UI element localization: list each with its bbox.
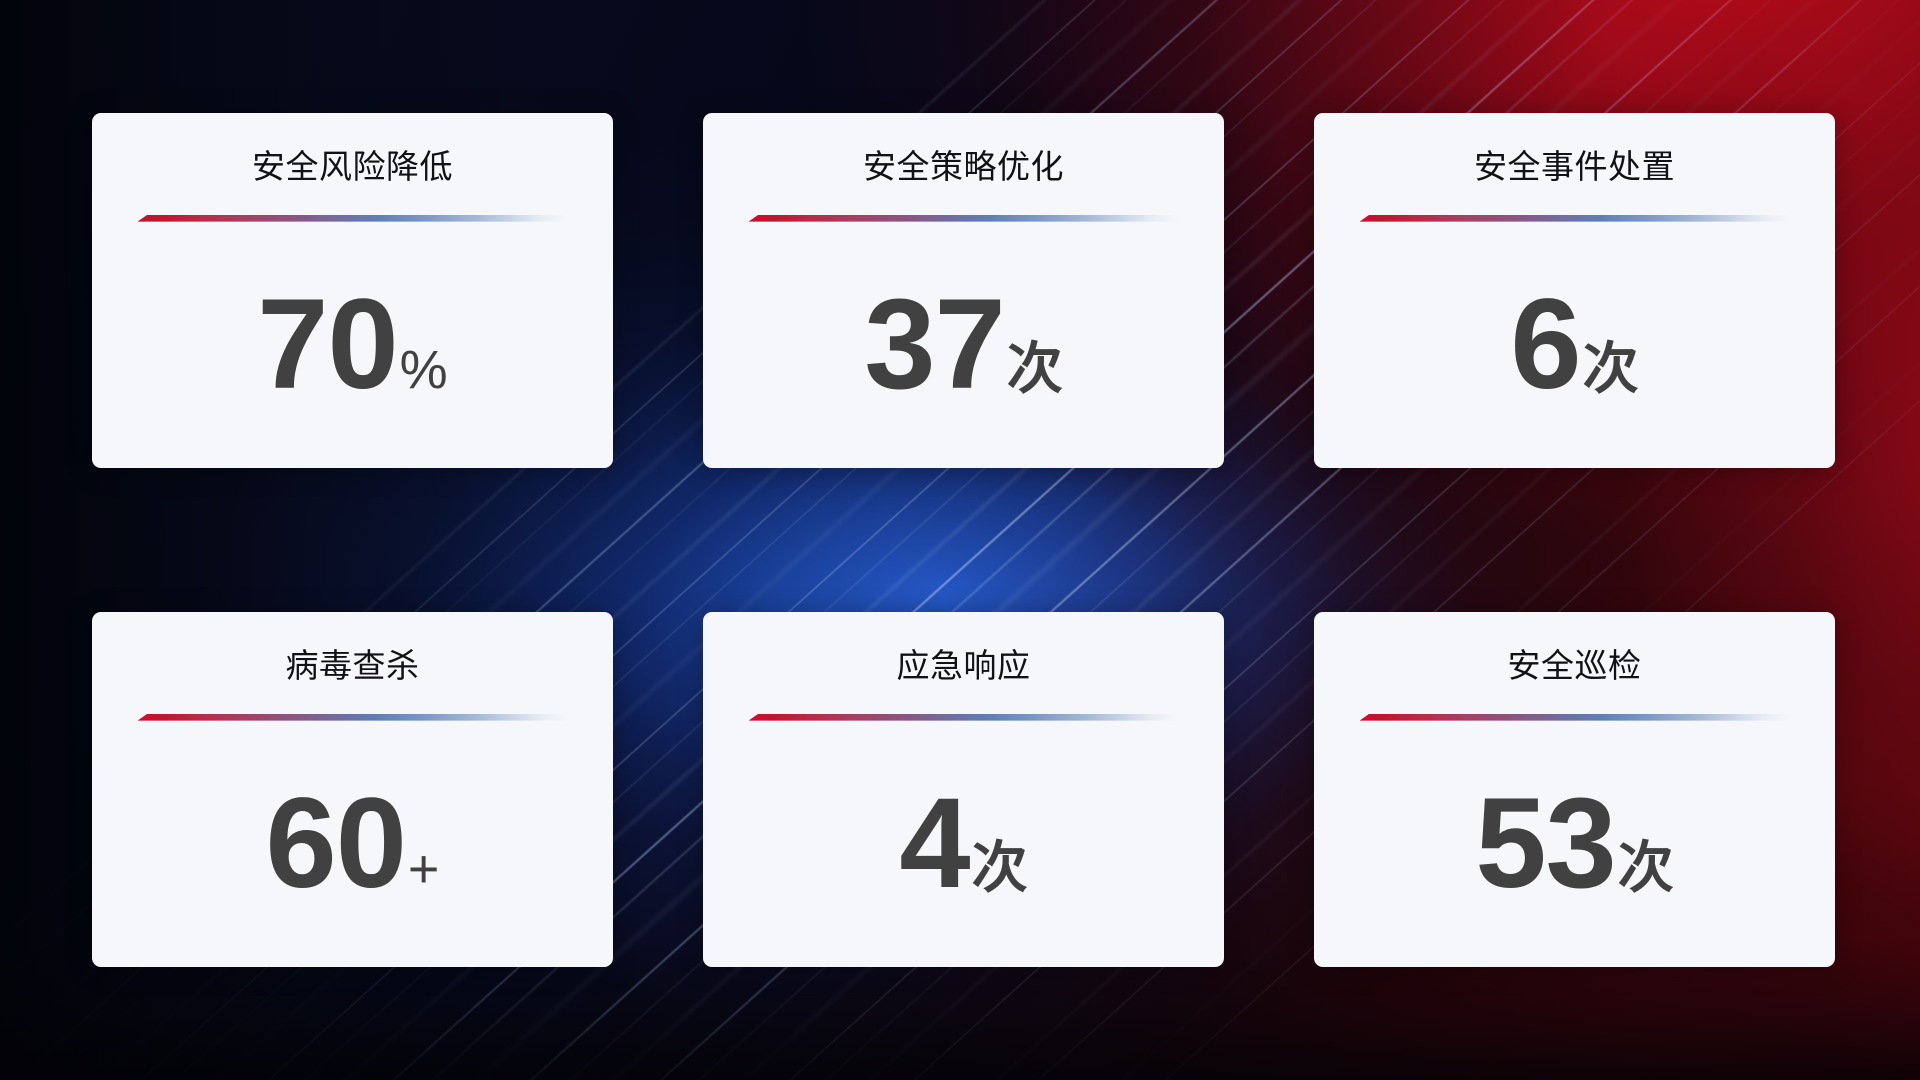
metric-card-value: 37 次 [703,222,1224,468]
metric-card-divider [137,713,568,721]
metric-value-suffix: 次 [971,835,1028,899]
metric-value-suffix: 次 [1582,336,1639,400]
metric-value-number: 4 [899,771,970,915]
metric-card-grid: 安全风险降低 70% 安全策略优化 37 次安全事件处置 6 次病毒查杀 60 + 应急响应 4 次安… [92,113,1835,967]
metric-card-value: 70% [92,222,613,468]
metric-card-divider [1359,214,1790,222]
metric-card[interactable]: 安全策略优化 37 次 [703,113,1224,468]
metric-card-title: 安全巡检 [1507,647,1642,684]
metric-card-title: 安全事件处置 [1474,148,1675,185]
metric-value-number: 37 [864,272,1005,416]
metric-card-title: 应急响应 [896,647,1031,684]
metric-card-divider [748,214,1179,222]
metric-card-title: 安全策略优化 [863,148,1064,185]
metric-card-value: 60 + [92,721,613,967]
metric-value-number: 60 [265,771,407,915]
metric-card[interactable]: 安全巡检 53 次 [1314,612,1835,967]
metric-card[interactable]: 安全事件处置 6 次 [1314,113,1835,468]
metric-value-number: 53 [1475,771,1616,915]
metric-value-number: 70 [257,272,398,416]
metric-card-divider [137,214,568,222]
metric-card[interactable]: 安全风险降低 70% [92,113,613,468]
metric-card[interactable]: 病毒查杀 60 + [92,612,613,967]
metric-value-suffix: + [407,838,440,899]
metric-value-suffix: 次 [1617,835,1674,899]
metric-value-suffix: 次 [1006,336,1063,400]
metric-value-number: 6 [1510,272,1581,416]
metric-card-divider [1359,713,1790,721]
metric-card-title: 病毒查杀 [285,647,420,684]
metric-card-value: 53 次 [1314,721,1835,967]
metric-card[interactable]: 应急响应 4 次 [703,612,1224,967]
metric-value-suffix: % [399,339,448,400]
metric-card-divider [748,713,1179,721]
metric-card-title: 安全风险降低 [252,148,453,185]
